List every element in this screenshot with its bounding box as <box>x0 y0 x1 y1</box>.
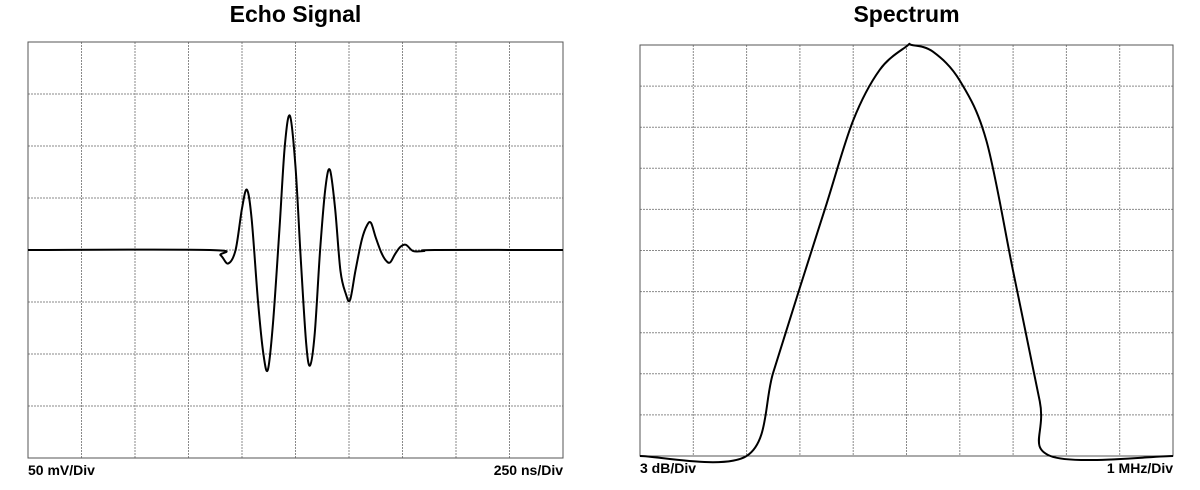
trace <box>27 114 564 372</box>
x-scale-label: 250 ns/Div <box>494 462 563 478</box>
trace <box>639 42 1174 464</box>
plot-frame <box>639 44 1174 457</box>
chart-title: Spectrum <box>853 1 959 27</box>
x-scale-label: 1 MHz/Div <box>1107 460 1173 476</box>
y-scale-label: 3 dB/Div <box>640 460 696 476</box>
chart-title: Echo Signal <box>230 1 362 27</box>
y-scale-label: 50 mV/Div <box>28 462 95 478</box>
